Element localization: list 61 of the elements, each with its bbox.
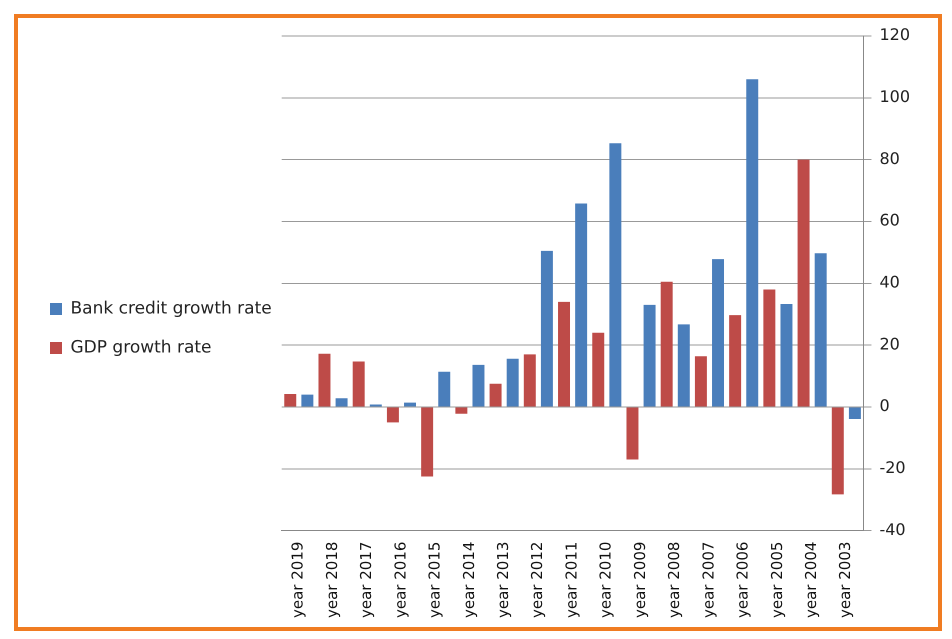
bar: [609, 143, 622, 406]
y-tick-label: -40: [879, 520, 906, 539]
x-tick-label: year 2018: [322, 542, 341, 618]
y-tick-label: 120: [879, 25, 910, 44]
x-tick-label: year 2014: [460, 542, 478, 618]
bar: [455, 407, 468, 414]
x-tick-label: year 2017: [357, 542, 376, 618]
y-tick-label: -20: [879, 458, 906, 477]
bar: [438, 372, 450, 406]
y-tick-label: 0: [879, 396, 890, 416]
bar: [712, 259, 724, 406]
bar: [746, 79, 758, 406]
x-tick-label: year 2015: [426, 542, 444, 618]
bar: [848, 407, 861, 419]
bar: [575, 204, 588, 406]
y-tick-label: 60: [879, 210, 900, 230]
x-tick-label: year 2019: [288, 542, 307, 618]
bar: [678, 324, 690, 406]
bar: [660, 282, 673, 406]
x-tick-label: year 2003: [836, 542, 854, 618]
bar: [626, 407, 638, 460]
bar: [558, 302, 570, 406]
bar: [798, 160, 810, 406]
legend-label: GDP growth rate: [70, 337, 212, 358]
y-tick-label: 80: [879, 148, 900, 168]
bar: [729, 315, 742, 406]
bar: [763, 289, 776, 406]
x-tick-label: year 2016: [391, 542, 410, 618]
y-tick-label: 20: [879, 334, 900, 354]
x-tick-label: year 2009: [630, 542, 649, 618]
x-tick-label: year 2011: [562, 542, 580, 618]
bar: [352, 362, 365, 406]
bar: [336, 398, 348, 406]
y-tick-label: 100: [879, 86, 910, 106]
bar: [284, 394, 296, 406]
bar: [592, 332, 604, 406]
bar: [386, 407, 399, 422]
x-tick-label: year 2012: [528, 542, 546, 618]
bar: [404, 402, 416, 406]
bar: [780, 304, 792, 406]
bar: [540, 250, 553, 406]
bar: [644, 304, 656, 406]
bar: [694, 356, 707, 406]
bar: [490, 384, 502, 406]
bar: [832, 407, 844, 494]
x-tick-label: year 2004: [802, 542, 820, 618]
bar: [301, 394, 314, 406]
bar: [506, 358, 519, 406]
x-tick-label: year 2010: [596, 542, 615, 618]
y-tick-label: 40: [879, 272, 900, 292]
bar: [318, 354, 330, 406]
bar: [472, 364, 484, 406]
x-tick-label: year 2007: [699, 542, 718, 618]
bar: [814, 253, 827, 406]
x-tick-label: year 2008: [665, 542, 684, 618]
bar: [421, 407, 434, 476]
x-tick-label: year 2013: [494, 542, 512, 618]
x-tick-label: year 2006: [734, 542, 752, 618]
x-tick-label: year 2005: [768, 542, 786, 618]
legend-label: Bank credit growth rate: [70, 298, 272, 318]
bar: [524, 354, 536, 406]
